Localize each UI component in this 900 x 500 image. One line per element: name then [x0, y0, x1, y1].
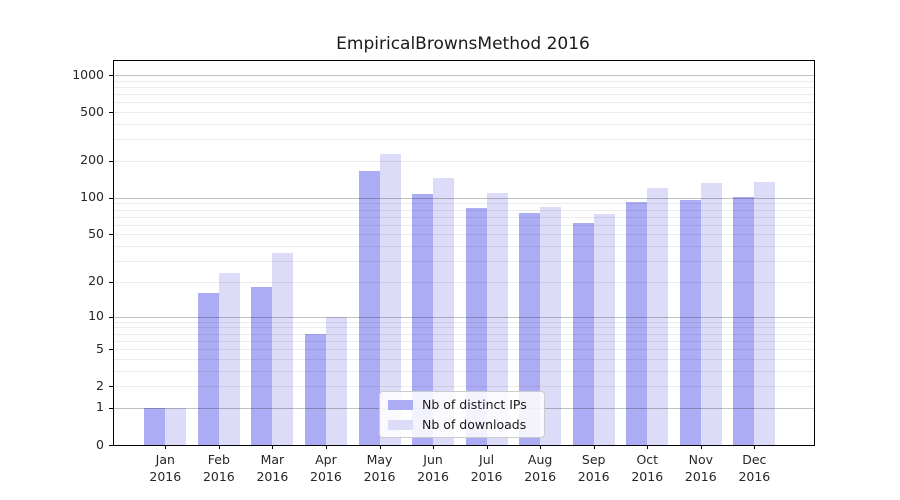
gridline-minor: [114, 94, 814, 96]
y-tick-label: 1000: [72, 66, 104, 82]
bar-jul-distinct-ips: [465, 208, 487, 445]
bar-may-distinct-ips: [358, 171, 380, 445]
gridline-minor: [114, 139, 814, 141]
bar-dec-distinct-ips: [733, 196, 755, 445]
gridline-minor: [114, 161, 814, 162]
x-tick-label: Aug 2016: [524, 452, 557, 484]
x-tick-mark: [593, 445, 595, 449]
bar-jun-distinct-ips: [412, 194, 434, 445]
bar-apr-downloads: [325, 316, 347, 445]
y-tick-label: 0: [96, 436, 104, 452]
y-tick-label: 100: [80, 189, 104, 205]
x-tick-mark: [433, 445, 435, 449]
chart-title: EmpiricalBrownsMethod 2016: [336, 34, 590, 54]
y-tick-label: 5: [96, 340, 104, 356]
legend-label-distinct-ips: Nb of distinct IPs: [422, 397, 527, 412]
gridline-minor: [114, 80, 814, 82]
y-tick-label: 500: [80, 103, 104, 119]
y-tick-mark: [109, 160, 113, 162]
y-tick-label: 20: [88, 273, 104, 289]
bar-mar-distinct-ips: [251, 287, 273, 445]
legend-label-downloads: Nb of downloads: [422, 417, 527, 432]
bar-may-downloads: [379, 153, 401, 445]
x-tick-mark: [379, 445, 381, 449]
y-tick-mark: [109, 197, 113, 199]
y-tick-mark: [109, 407, 113, 409]
x-tick-label: Jan 2016: [149, 452, 182, 484]
gridline-minor: [114, 102, 814, 104]
x-tick-label: Oct 2016: [631, 452, 664, 484]
y-tick-mark: [109, 281, 113, 283]
y-tick-mark: [109, 112, 113, 114]
bar-feb-distinct-ips: [197, 293, 219, 445]
y-tick-label: 1: [96, 399, 104, 415]
x-tick-mark: [647, 445, 649, 449]
x-tick-mark: [700, 445, 702, 449]
bar-sep-downloads: [593, 214, 615, 445]
x-tick-mark: [325, 445, 327, 449]
bar-feb-downloads: [218, 272, 240, 445]
y-tick-mark: [109, 75, 113, 76]
x-tick-mark: [218, 445, 220, 449]
x-tick-label: Jul 2016: [470, 452, 503, 484]
y-tick-label: 10: [88, 308, 104, 324]
x-tick-label: May 2016: [363, 452, 396, 484]
gridline-minor: [114, 112, 814, 114]
bar-oct-downloads: [647, 188, 669, 445]
bar-sep-distinct-ips: [572, 223, 594, 445]
y-tick-mark: [109, 349, 113, 351]
bar-aug-distinct-ips: [519, 213, 541, 445]
x-tick-label: Nov 2016: [684, 452, 717, 484]
gridline-minor: [114, 124, 814, 125]
bar-jun-downloads: [433, 178, 455, 445]
gridline-major: [114, 75, 814, 76]
x-tick-mark: [165, 445, 167, 449]
legend-swatch-downloads: [388, 419, 413, 430]
x-tick-label: Jun 2016: [417, 452, 449, 484]
bar-mar-downloads: [272, 253, 294, 445]
bar-oct-distinct-ips: [626, 202, 648, 445]
gridline-minor: [114, 86, 814, 88]
x-tick-label: Mar 2016: [256, 452, 289, 484]
legend: Nb of distinct IPs Nb of downloads: [379, 391, 545, 438]
bar-dec-downloads: [754, 181, 776, 445]
bar-nov-downloads: [700, 183, 722, 445]
x-tick-mark: [754, 445, 756, 449]
y-tick-mark: [109, 445, 113, 446]
y-tick-label: 2: [96, 377, 104, 393]
y-tick-label: 200: [80, 152, 104, 168]
x-tick-mark: [272, 445, 274, 449]
y-tick-mark: [109, 234, 113, 236]
legend-item-distinct-ips: Nb of distinct IPs: [388, 397, 536, 412]
x-tick-mark: [540, 445, 542, 449]
x-tick-label: Sep 2016: [577, 452, 610, 484]
plot-area: 1000 500 200 100 50 20 10 5 2 1 0 Jan 2016 Feb 2016 Mar…: [72, 60, 815, 484]
bar-aug-downloads: [540, 207, 562, 445]
bar-jul-downloads: [486, 192, 508, 445]
bar-jan-distinct-ips: [144, 407, 166, 445]
y-tick-mark: [109, 386, 113, 388]
bar-jan-downloads: [165, 407, 187, 445]
y-tick-label: 50: [88, 225, 104, 241]
x-tick-mark: [486, 445, 488, 449]
legend-item-downloads: Nb of downloads: [388, 417, 536, 432]
y-tick-mark: [109, 316, 113, 318]
x-tick-label: Feb 2016: [202, 452, 235, 484]
bar-nov-distinct-ips: [679, 200, 701, 445]
x-tick-label: Apr 2016: [310, 452, 342, 484]
x-tick-label: Dec 2016: [738, 452, 771, 484]
bar-apr-distinct-ips: [304, 333, 326, 445]
legend-swatch-distinct-ips: [388, 399, 413, 410]
